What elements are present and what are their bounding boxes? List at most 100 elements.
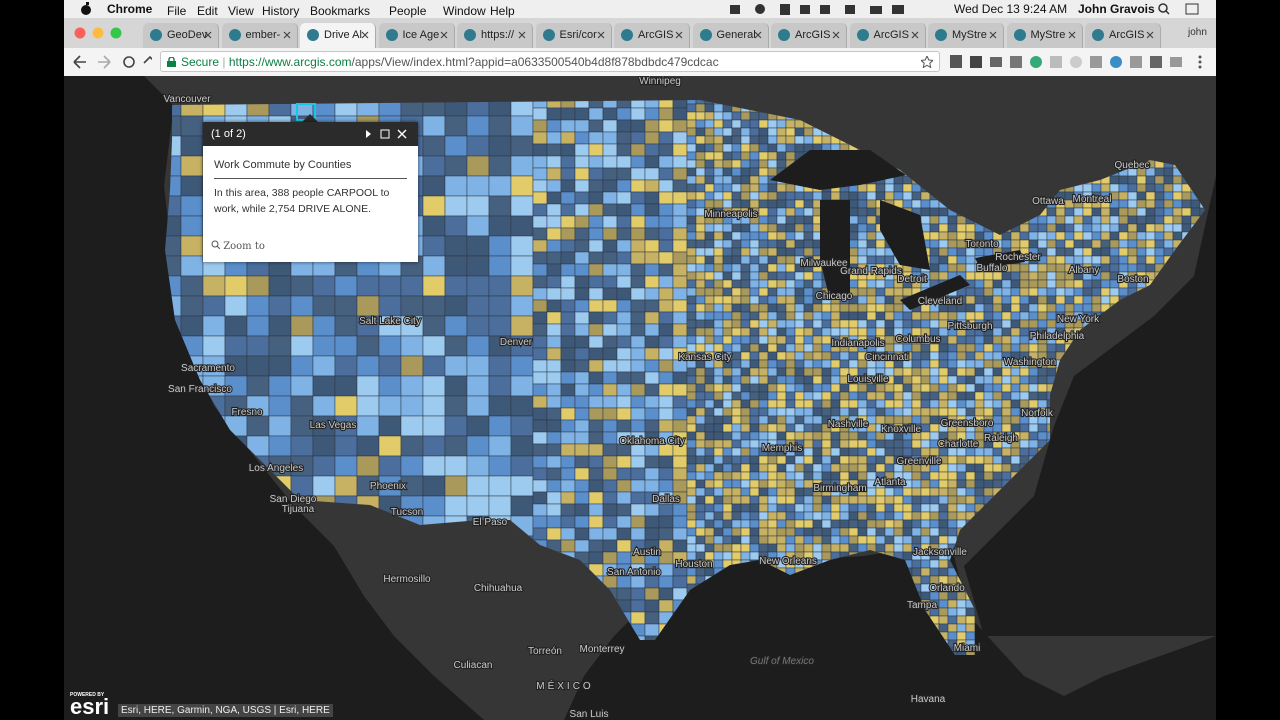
tab-close[interactable] [832, 31, 840, 39]
app-name[interactable]: Chrome [107, 2, 153, 16]
county [546, 143, 562, 157]
menu-item[interactable]: Bookmarks [310, 4, 371, 18]
county [704, 231, 715, 241]
county [920, 519, 931, 529]
county [616, 347, 632, 361]
county [658, 575, 674, 589]
county [510, 195, 534, 217]
tab-close[interactable] [440, 31, 448, 39]
tab[interactable]: MyStre [928, 23, 1004, 48]
county [1091, 295, 1102, 305]
county [785, 511, 796, 521]
county [695, 167, 706, 177]
tab[interactable]: GeoDev [143, 23, 219, 48]
tab-close[interactable] [911, 31, 919, 39]
county [616, 383, 632, 397]
county [965, 287, 976, 297]
county [776, 527, 787, 537]
tab[interactable]: ArcGIS [771, 23, 847, 48]
tab-close[interactable] [597, 31, 605, 39]
tab-close[interactable] [361, 31, 369, 39]
star-icon[interactable] [921, 56, 933, 68]
menu-item[interactable]: People [389, 4, 427, 18]
tab[interactable]: Drive Al [300, 23, 376, 48]
county [602, 179, 618, 193]
tab-close[interactable] [283, 31, 291, 39]
tab[interactable]: ArcGIS [1085, 23, 1161, 48]
county [224, 315, 248, 337]
county [560, 299, 576, 313]
county [929, 351, 940, 361]
county [1127, 207, 1138, 217]
tab-title: Drive Al [324, 29, 362, 41]
address-bar[interactable]: Secure | https://www.arcgis.com/apps/Vie… [160, 51, 940, 72]
tab-close[interactable] [518, 31, 526, 39]
county [749, 447, 760, 457]
county [902, 375, 913, 385]
tab[interactable]: ArcGIS [849, 23, 926, 48]
county [785, 391, 796, 401]
county [616, 263, 632, 277]
county [974, 463, 985, 473]
county [722, 231, 733, 241]
county [767, 375, 778, 385]
county [722, 271, 733, 281]
apple-logo[interactable] [80, 2, 92, 16]
county [830, 431, 841, 441]
county [830, 383, 841, 393]
county [776, 327, 787, 337]
tab[interactable]: Esri/cor [535, 23, 612, 48]
tab-close[interactable] [1146, 31, 1154, 39]
county [658, 323, 674, 337]
tab[interactable]: Ice Age [378, 23, 455, 48]
county [704, 279, 715, 289]
nav-buttons[interactable] [72, 54, 152, 70]
county [532, 515, 548, 529]
menu-item[interactable]: Window [443, 4, 486, 18]
tab[interactable]: ArcGIS [614, 23, 690, 48]
county [731, 519, 742, 529]
county [812, 407, 823, 417]
county [821, 447, 832, 457]
tab-close[interactable] [204, 31, 212, 39]
menu-item[interactable]: Edit [197, 4, 218, 18]
tab-close[interactable] [989, 31, 997, 39]
county [704, 191, 715, 201]
county [731, 415, 742, 425]
county [722, 111, 733, 121]
county [929, 391, 940, 401]
menu-item[interactable]: View [228, 4, 254, 18]
extension-icons[interactable] [948, 54, 1208, 70]
county [658, 395, 674, 409]
county [713, 271, 724, 281]
county [1037, 303, 1048, 313]
county [911, 367, 922, 377]
tab[interactable]: MyStre [1006, 23, 1083, 48]
county [713, 383, 724, 393]
county [749, 175, 760, 185]
county [1001, 343, 1012, 353]
county [378, 395, 402, 417]
window-controls[interactable] [74, 27, 124, 39]
tab[interactable]: https:// [457, 23, 533, 48]
county [672, 179, 688, 193]
county [574, 491, 590, 505]
clock[interactable]: Wed Dec 13 9:24 AM [954, 2, 1068, 16]
menu-item[interactable]: History [262, 4, 300, 18]
county [602, 239, 618, 253]
tab-close[interactable] [675, 31, 683, 39]
county [722, 383, 733, 393]
tab-close[interactable] [754, 31, 762, 39]
menu-item[interactable]: File [167, 4, 187, 18]
profile[interactable]: john [1188, 27, 1207, 38]
user-name[interactable]: John Gravois [1078, 2, 1155, 16]
county [488, 195, 512, 217]
menu-item[interactable]: Help [490, 4, 515, 18]
county [1028, 399, 1039, 409]
tab[interactable]: General [692, 23, 769, 48]
county [776, 543, 787, 553]
spotlight-icons[interactable] [1158, 3, 1208, 16]
tab[interactable]: ember- [221, 23, 298, 48]
county [695, 407, 706, 417]
tab-close[interactable] [1068, 31, 1076, 39]
